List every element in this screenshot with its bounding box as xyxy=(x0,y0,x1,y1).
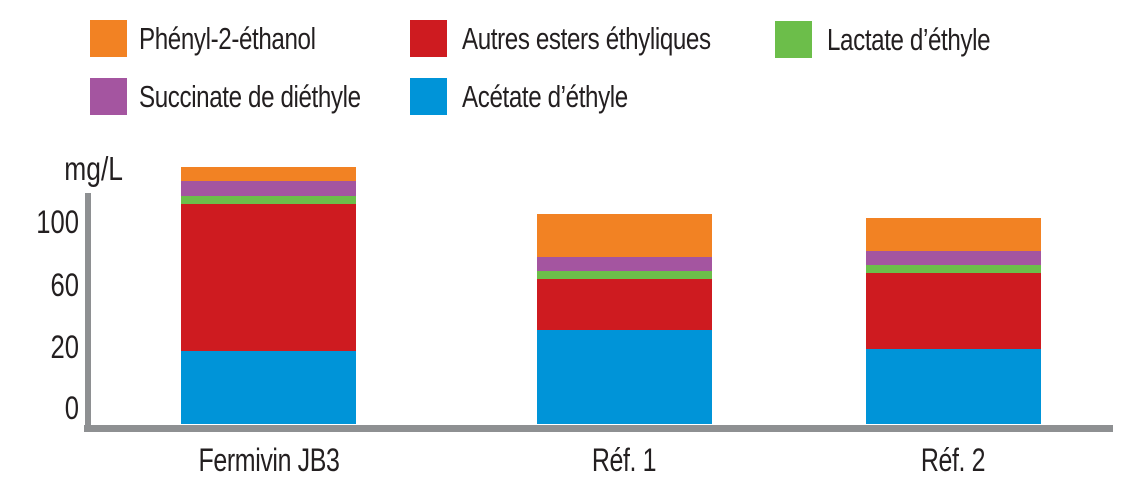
segment-phenyl-2-ethanol xyxy=(866,218,1041,251)
segment-phenyl-2-ethanol xyxy=(181,167,356,182)
bar-ref-2 xyxy=(866,218,1041,424)
legend-label-phenyl-2-ethanol: Phényl-2-éthanol xyxy=(139,21,316,56)
bar-fermivin-jb3 xyxy=(181,167,356,424)
y-axis-line xyxy=(85,193,91,426)
segment-autres-esters-ethyliques xyxy=(537,279,712,331)
y-tick-label: 60 xyxy=(50,267,79,303)
segment-succinate-de-diethyle xyxy=(866,250,1041,265)
x-axis-line xyxy=(84,425,1113,432)
segment-lactate-d-ethyle xyxy=(537,271,712,280)
segment-succinate-de-diethyle xyxy=(537,256,712,272)
segment-acetate-d-ethyle xyxy=(537,330,712,424)
legend-swatch-autres-esters-ethyliques xyxy=(410,20,447,57)
legend-label-lactate-d-ethyle: Lactate d’éthyle xyxy=(827,22,991,57)
y-tick-label: 0 xyxy=(64,390,79,426)
bar-ref-1 xyxy=(537,213,712,424)
segment-phenyl-2-ethanol xyxy=(537,213,712,257)
y-tick-label: 100 xyxy=(36,204,79,240)
legend-swatch-phenyl-2-ethanol xyxy=(90,20,127,57)
x-label-ref-2: Réf. 2 xyxy=(920,442,986,478)
segment-autres-esters-ethyliques xyxy=(866,273,1041,349)
segment-autres-esters-ethyliques xyxy=(181,203,356,351)
legend-swatch-acetate-d-ethyle xyxy=(410,78,447,115)
segment-lactate-d-ethyle xyxy=(866,264,1041,274)
legend-label-acetate-d-ethyle: Acétate d’éthyle xyxy=(462,79,628,114)
legend-swatch-lactate-d-ethyle xyxy=(775,21,812,58)
segment-succinate-de-diethyle xyxy=(181,181,356,196)
y-tick-label: 20 xyxy=(50,329,79,365)
segment-acetate-d-ethyle xyxy=(866,348,1041,424)
legend-label-autres-esters-ethyliques: Autres esters éthyliques xyxy=(462,21,711,56)
legend-label-succinate-de-diethyle: Succinate de diéthyle xyxy=(139,79,361,114)
x-label-ref-1: Réf. 1 xyxy=(591,442,657,478)
x-label-fermivin-jb3: Fermivin JB3 xyxy=(198,442,340,478)
segment-acetate-d-ethyle xyxy=(181,350,356,424)
y-axis-unit-label: mg/L xyxy=(64,150,123,187)
legend-swatch-succinate-de-diethyle xyxy=(90,78,127,115)
segment-lactate-d-ethyle xyxy=(181,195,356,204)
